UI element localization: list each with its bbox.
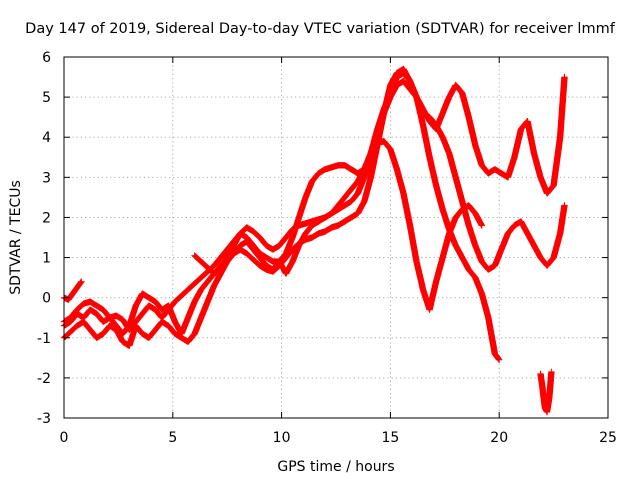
x-tick-label: 0: [60, 430, 69, 446]
y-tick-label: 6: [42, 50, 51, 66]
series-markers: [537, 368, 555, 416]
y-tick-label: 0: [42, 291, 51, 307]
y-tick-label: 4: [42, 130, 51, 146]
y-tick-label: -2: [37, 371, 51, 387]
y-tick-label: 2: [42, 210, 51, 226]
x-tick-label: 5: [168, 430, 177, 446]
x-tick-label: 25: [599, 430, 617, 446]
axis-ticks: 0 5 10 15 20 25 -3 -2 -1 0 1 2 3 4 5 6: [37, 50, 617, 446]
x-tick-label: 20: [490, 430, 508, 446]
data-series: [60, 65, 568, 416]
series-markers: [191, 73, 568, 277]
plot-frame: [63, 56, 609, 419]
y-tick-label: 1: [42, 251, 51, 267]
y-tick-label: 3: [42, 170, 51, 186]
x-axis-label: GPS time / hours: [277, 459, 394, 475]
x-tick-label: 15: [381, 430, 399, 446]
chart-title: Day 147 of 2019, Sidereal Day-to-day VTE…: [25, 21, 616, 37]
x-tick-label: 10: [273, 430, 291, 446]
y-tick-label: -3: [37, 411, 51, 427]
y-tick-label: -1: [37, 331, 51, 347]
y-tick-label: 5: [42, 90, 51, 106]
y-axis-label: SDTVAR / TECUs: [8, 180, 24, 295]
